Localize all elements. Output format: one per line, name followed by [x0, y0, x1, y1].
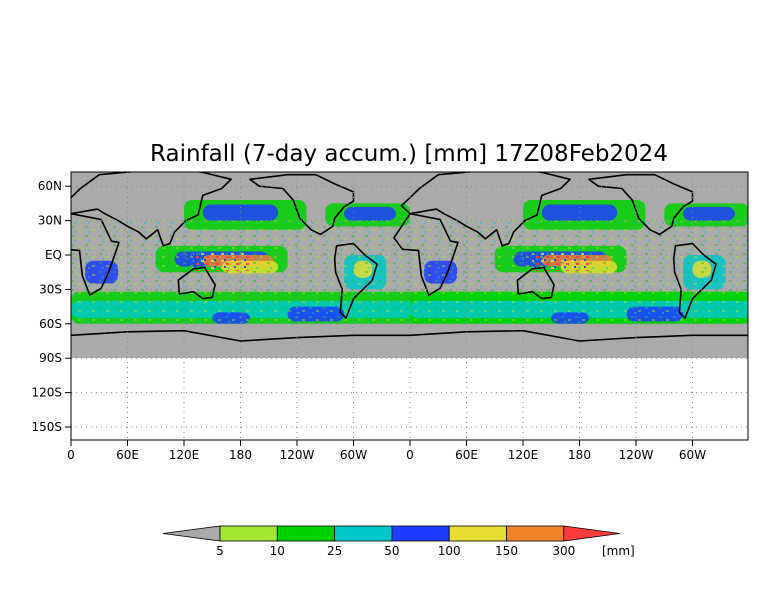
x-tick-label: 0 [67, 448, 75, 462]
x-tick-label: 60W [679, 448, 706, 462]
colorbar-threshold-label: 5 [216, 544, 224, 558]
colorbar-low-arrow [162, 525, 221, 542]
y-tick-label: EQ [45, 248, 62, 262]
coastline-outlines [71, 172, 748, 342]
colorbar-threshold-label: 100 [438, 544, 461, 558]
colorbar [162, 525, 621, 542]
colorbar-threshold-label: 10 [270, 544, 285, 558]
x-tick-label: 180 [229, 448, 252, 462]
x-tick-label: 120E [508, 448, 539, 462]
longitude-ticks: 0 60E 120E 180 120W 60W 0 60E 120E 180 120W 60W [67, 440, 706, 462]
map-title: Rainfall (7-day accum.) [mm] 17Z08Feb202… [150, 141, 668, 167]
y-tick-label: 30N [38, 214, 62, 228]
x-tick-label: 60E [116, 448, 139, 462]
colorbar-threshold-label: 25 [327, 544, 342, 558]
y-tick-label: 90S [39, 351, 62, 365]
colorbar-unit-label: [mm] [602, 544, 635, 558]
y-tick-label: 60N [38, 179, 62, 193]
colorbar-high-arrow [563, 525, 621, 542]
y-tick-label: 30S [39, 282, 62, 296]
colorbar-swatch [391, 525, 450, 542]
colorbar-swatch [334, 525, 393, 542]
x-tick-label: 60E [455, 448, 478, 462]
colorbar-threshold-label: 300 [552, 544, 575, 558]
colorbar-threshold-label: 50 [384, 544, 399, 558]
colorbar-labels: 5 10 25 50 100 150 300 [216, 544, 575, 558]
colorbar-swatch [506, 525, 565, 542]
rainfall-field [71, 172, 748, 358]
x-tick-label: 0 [406, 448, 414, 462]
colorbar-swatch [219, 525, 278, 542]
colorbar-threshold-label: 150 [495, 544, 518, 558]
x-tick-label: 60W [340, 448, 367, 462]
y-tick-label: 150S [31, 420, 62, 434]
y-tick-label: 60S [39, 317, 62, 331]
colorbar-swatch [276, 525, 335, 542]
colorbar-swatch [448, 525, 507, 542]
x-tick-label: 120W [280, 448, 315, 462]
x-tick-label: 120W [619, 448, 654, 462]
x-tick-label: 120E [169, 448, 200, 462]
x-tick-label: 180 [568, 448, 591, 462]
latitude-ticks: 60N 30N EQ 30S 60S 90S 120S 150S [31, 179, 71, 434]
y-tick-label: 120S [31, 386, 62, 400]
